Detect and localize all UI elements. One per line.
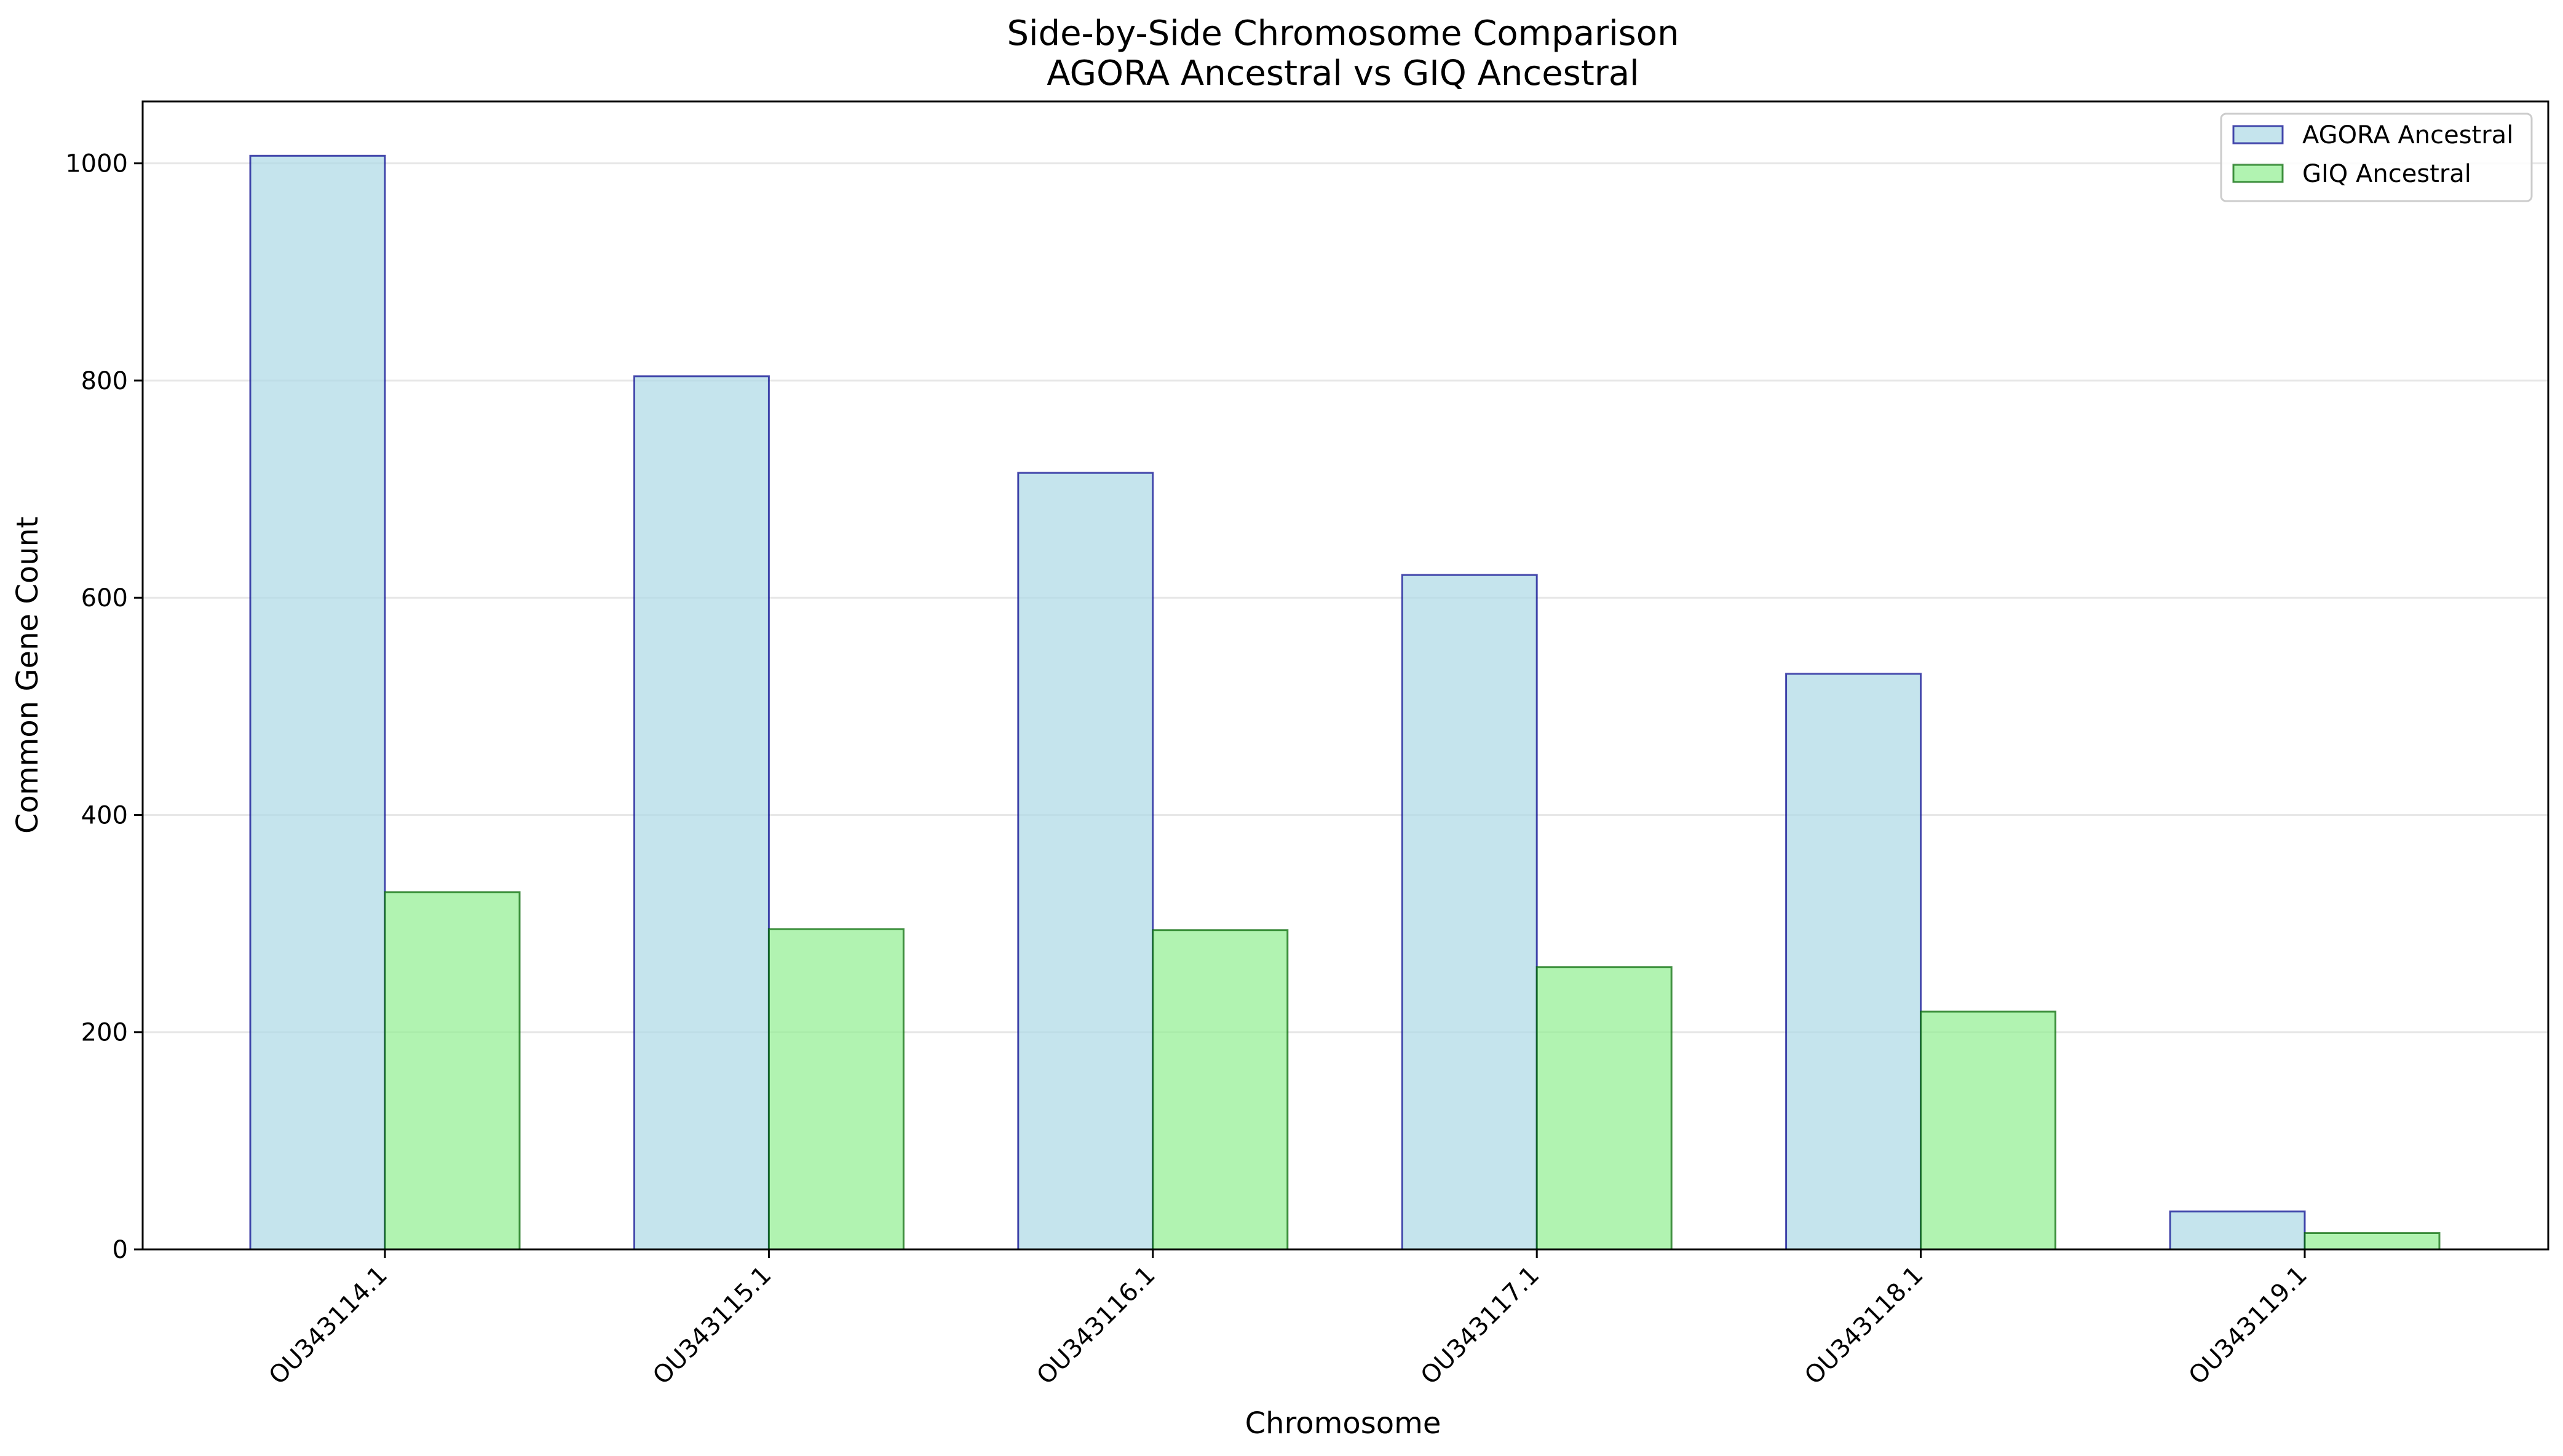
y-tick-label: 0 (113, 1236, 128, 1264)
legend-label-agora-ancestral: AGORA Ancestral (2302, 121, 2513, 149)
bar-agora-OU343115-1 (633, 375, 770, 1251)
y-axis-label: Common Gene Count (10, 516, 45, 834)
gridlines (143, 162, 2548, 1034)
x-axis-label: Chromosome (1245, 1406, 1441, 1441)
legend: AGORA Ancestral GIQ Ancestral (2220, 113, 2533, 202)
y-tick-label: 600 (81, 584, 128, 612)
bar-giq-OU343119-1 (2304, 1232, 2441, 1251)
bar-giq-OU343118-1 (1920, 1010, 2057, 1251)
bar-agora-OU343119-1 (2169, 1210, 2306, 1251)
legend-label-giq-ancestral: GIQ Ancestral (2302, 160, 2471, 188)
bar-agora-OU343114-1 (249, 154, 386, 1251)
bar-agora-OU343116-1 (1017, 472, 1154, 1251)
bar-giq-OU343115-1 (767, 928, 905, 1251)
chart-title: Side-by-Side Chromosome Comparison (1007, 14, 1679, 53)
y-axis-ticks: 0 200 400 600 800 1000 (65, 150, 143, 1264)
chart-subtitle: AGORA Ancestral vs GIQ Ancestral (1047, 53, 1639, 93)
y-tick-label: 200 (81, 1019, 128, 1047)
bar-giq-OU343117-1 (1535, 966, 1673, 1251)
y-tick-label: 1000 (65, 150, 128, 178)
legend-swatch-giq-ancestral (2232, 164, 2284, 183)
bar-giq-OU343116-1 (1152, 929, 1289, 1251)
bars (249, 154, 2441, 1251)
legend-frame (2220, 113, 2533, 202)
legend-swatch-agora-ancestral (2232, 125, 2284, 144)
plot-frame (141, 100, 2549, 1251)
bar-agora-OU343118-1 (1785, 673, 1922, 1251)
bar-giq-OU343114-1 (384, 891, 521, 1251)
bar-agora-OU343117-1 (1401, 574, 1538, 1251)
y-tick-label: 800 (81, 367, 128, 395)
y-tick-label: 400 (81, 801, 128, 829)
